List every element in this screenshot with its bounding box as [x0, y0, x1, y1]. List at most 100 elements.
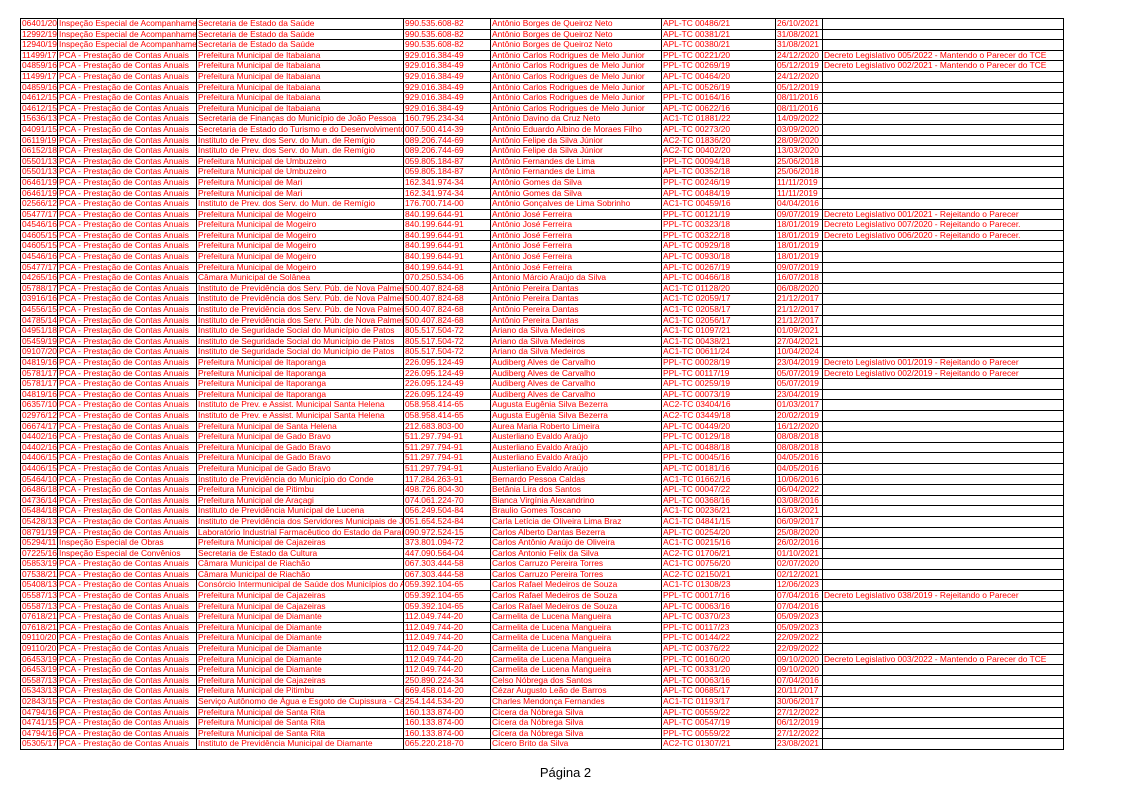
responsible: Antônio Fernandes de Lima	[490, 166, 662, 178]
process-type: PCA - Prestação de Contas Anuais	[57, 462, 197, 475]
process-type: PCA - Prestação de Contas Anuais	[57, 738, 197, 750]
note: Decreto Legislativo 002/2021 - Mantendo …	[822, 60, 1064, 72]
entity: Prefeitura Municipal de Umbuzeiro	[196, 155, 404, 168]
decision: PPL-TC 00559/22	[661, 727, 776, 740]
table-row: 05788/17 PCA - Prestação de Contas Anuais…	[20, 282, 1064, 295]
table-row: 06453/19 PCA - Prestação de Contas Anuais…	[20, 653, 1064, 666]
decision: PPL-TC 00045/16	[661, 452, 776, 464]
date: 04/05/2016	[775, 452, 823, 464]
table-row: 05484/18 PCA - Prestação de Contas Anuais…	[20, 505, 1064, 517]
table-row: 05781/17 PCA - Prestação de Contas Anuais…	[20, 367, 1064, 380]
entity: Prefeitura Municipal de Mogeiro	[196, 208, 404, 221]
decision: AC1-TC 02059/17	[661, 293, 776, 306]
table-row: 05853/19 PCA - Prestação de Contas Anuais…	[20, 558, 1064, 570]
date: 05/09/2023	[775, 611, 823, 623]
process-type: PCA - Prestação de Contas Anuais	[57, 70, 197, 83]
date: 06/12/2019	[775, 717, 823, 729]
cpf: 500.407.824-68	[403, 304, 491, 316]
entity: Secretaria de Estado da Saúde	[196, 39, 404, 51]
date: 24/12/2020	[775, 49, 823, 62]
note	[822, 611, 1064, 623]
cpf: 840.199.644-91	[403, 251, 491, 263]
date: 09/10/2020	[775, 653, 823, 666]
cpf: 112.049.744-20	[403, 611, 491, 623]
date: 21/12/2017	[775, 304, 823, 316]
responsible: Betânia Lira dos Santos	[490, 484, 662, 496]
process-type: PCA - Prestação de Contas Anuais	[57, 335, 197, 348]
entity: Prefeitura Municipal de Santa Helena	[196, 420, 404, 433]
entity: Instituto de Previdência Municipal de Di…	[196, 738, 404, 750]
cpf: 805.517.504-72	[403, 325, 491, 337]
note	[822, 261, 1064, 274]
table-row: 05477/17 PCA - Prestação de Contas Anuais…	[20, 261, 1064, 274]
entity: Instituto de Previdência dos Serv. Púb. …	[196, 282, 404, 295]
entity: Instituto de Previdência dos Serv. Púb. …	[196, 314, 404, 327]
date: 16/07/2018	[775, 272, 823, 284]
process-type: Inspeção Especial de Convênios	[57, 547, 197, 560]
table-row: 04406/15 PCA - Prestação de Contas Anuais…	[20, 462, 1064, 475]
process-type: PCA - Prestação de Contas Anuais	[57, 113, 197, 125]
entity: Instituto de Prev. e Assist. Municipal S…	[196, 399, 404, 411]
process-type: PCA - Prestação de Contas Anuais	[57, 251, 197, 263]
process-number: 09110/20	[20, 632, 58, 645]
process-number: 04951/18	[20, 325, 58, 337]
entity: Instituto de Previdência dos Serv. Púb. …	[196, 304, 404, 316]
date: 18/01/2019	[775, 219, 823, 231]
entity: Laboratório Industrial Farmacêutico do E…	[196, 526, 404, 539]
date: 05/09/2023	[775, 621, 823, 634]
process-type: PCA - Prestação de Contas Anuais	[57, 357, 197, 369]
process-type: PCA - Prestação de Contas Anuais	[57, 81, 197, 94]
process-type: PCA - Prestação de Contas Anuais	[57, 484, 197, 496]
process-type: PCA - Prestação de Contas Anuais	[57, 409, 197, 422]
table-row: 15636/13 PCA - Prestação de Contas Anuais…	[20, 113, 1064, 125]
decision: AC1-TC 01662/16	[661, 473, 776, 486]
process-type: PCA - Prestação de Contas Anuais	[57, 272, 197, 284]
cpf: 511.297.794-91	[403, 452, 491, 464]
responsible: Augusta Eugênia Silva Bezerra	[490, 399, 662, 411]
process-number: 06461/19	[20, 176, 58, 189]
process-number: 06401/20	[20, 18, 58, 30]
table-row: 04546/16 PCA - Prestação de Contas Anuais…	[20, 251, 1064, 263]
note	[822, 187, 1064, 200]
table-row: 05587/13 PCA - Prestação de Contas Anuais…	[20, 674, 1064, 687]
decision: APL-TC 00073/19	[661, 388, 776, 401]
responsible: Antônio Fernandes de Lima	[490, 155, 662, 168]
date: 10/04/2024	[775, 346, 823, 358]
cpf: 089.206.744-69	[403, 134, 491, 147]
decision: APL-TC 00488/18	[661, 441, 776, 454]
cpf: 074.061.224-70	[403, 494, 491, 507]
note	[822, 537, 1064, 549]
note	[822, 674, 1064, 687]
note	[822, 473, 1064, 486]
date: 03/08/2016	[775, 494, 823, 507]
note	[822, 251, 1064, 263]
responsible: Carlos Rafael Medeiros de Souza	[490, 600, 662, 613]
decision: APL-TC 00486/21	[661, 18, 776, 30]
entity: Instituto de Prev. dos Serv. do Mun. de …	[196, 134, 404, 147]
entity: Instituto de Previdência do Município do…	[196, 473, 404, 486]
note	[822, 494, 1064, 507]
decision: PPL-TC 00117/19	[661, 367, 776, 380]
table-row: 04951/18 PCA - Prestação de Contas Anuais…	[20, 325, 1064, 337]
responsible: Carlos Antônio Araújo de Oliveira	[490, 537, 662, 549]
table-row: 04785/14 PCA - Prestação de Contas Anuais…	[20, 314, 1064, 327]
table-row: 09110/20 PCA - Prestação de Contas Anuais…	[20, 632, 1064, 645]
process-type: PCA - Prestação de Contas Anuais	[57, 600, 197, 613]
process-table: 06401/20 Inspeção Especial de Acompanhame…	[20, 18, 1064, 750]
process-type: PCA - Prestação de Contas Anuais	[57, 696, 197, 708]
cpf: 929.016.384-49	[403, 60, 491, 72]
process-type: PCA - Prestação de Contas Anuais	[57, 134, 197, 147]
note	[822, 462, 1064, 475]
date: 21/12/2017	[775, 293, 823, 306]
cpf: 051.654.524-84	[403, 515, 491, 528]
responsible: Austerliano Evaldo Araújo	[490, 441, 662, 454]
responsible: Cícera da Nóbrega Silva	[490, 706, 662, 719]
process-number: 04556/15	[20, 304, 58, 316]
cpf: 805.517.504-72	[403, 346, 491, 358]
responsible: Bernardo Pessoa Caldas	[490, 473, 662, 486]
responsible: Austerliano Evaldo Araújo	[490, 431, 662, 443]
process-type: PCA - Prestação de Contas Anuais	[57, 558, 197, 570]
decision: AC1-TC 00438/21	[661, 335, 776, 348]
entity: Prefeitura Municipal de Cajazeiras	[196, 600, 404, 613]
note	[822, 579, 1064, 592]
